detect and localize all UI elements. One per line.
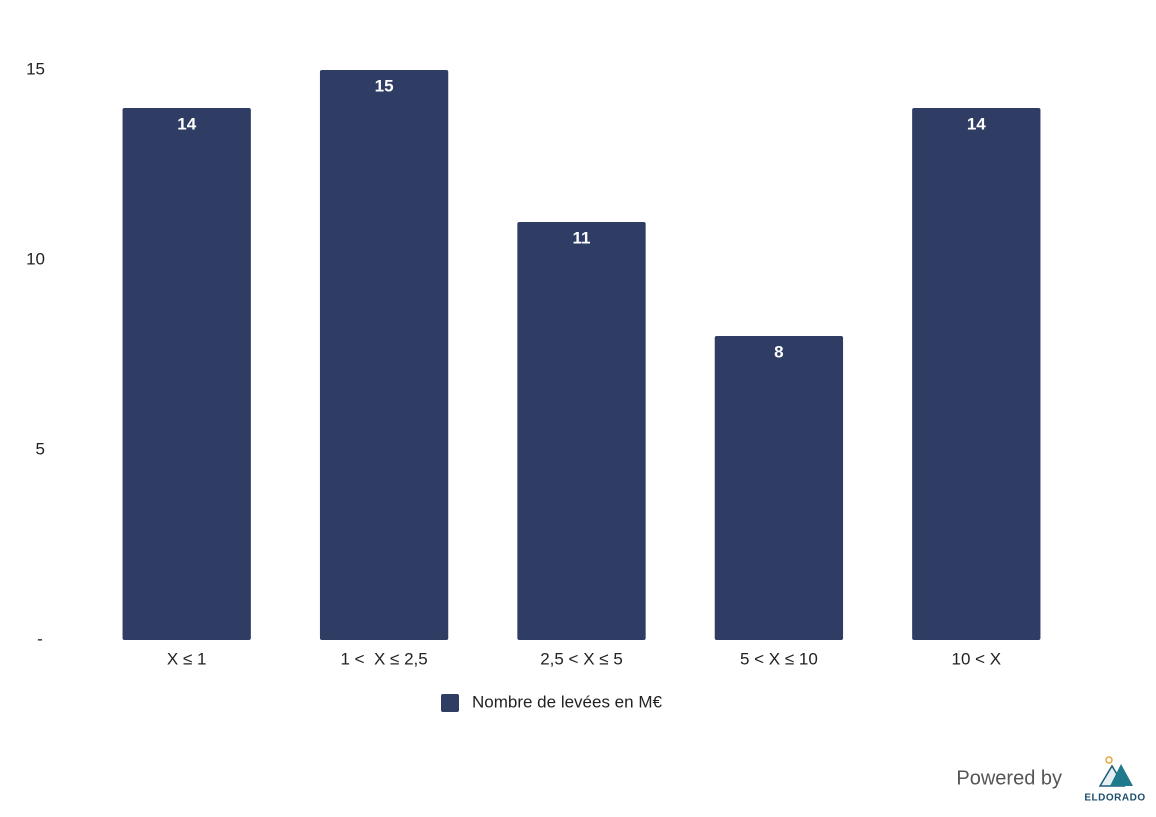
x-tick-label: 1 < X ≤ 2,5 xyxy=(340,649,427,668)
legend-label: Nombre de levées en M€ xyxy=(472,692,662,711)
bar xyxy=(122,108,251,640)
data-label: 15 xyxy=(375,76,394,95)
footer-text: Powered by xyxy=(956,767,1062,789)
y-tick-label: - xyxy=(37,629,43,648)
y-tick-label: 5 xyxy=(36,439,45,458)
logo xyxy=(1098,756,1133,787)
x-tick-label: X ≤ 1 xyxy=(167,649,207,668)
data-label: 14 xyxy=(177,114,196,133)
logo-sun xyxy=(1105,756,1113,764)
x-tick-label: 10 < X xyxy=(951,649,1001,668)
x-tick-label: 2,5 < X ≤ 5 xyxy=(540,649,623,668)
legend-swatch xyxy=(441,694,459,712)
y-tick-label: 10 xyxy=(26,249,45,268)
data-label: 8 xyxy=(774,342,783,361)
y-tick-label: 15 xyxy=(26,59,45,78)
x-tick-label: 5 < X ≤ 10 xyxy=(740,649,818,668)
bar xyxy=(319,70,449,640)
bar xyxy=(912,108,1041,640)
logo-mountain xyxy=(1110,764,1133,786)
bar xyxy=(714,336,844,640)
data-label: 14 xyxy=(967,114,986,133)
data-label: 11 xyxy=(573,228,591,247)
bar xyxy=(517,222,646,640)
logo-text: ELDORADO xyxy=(1084,793,1145,804)
